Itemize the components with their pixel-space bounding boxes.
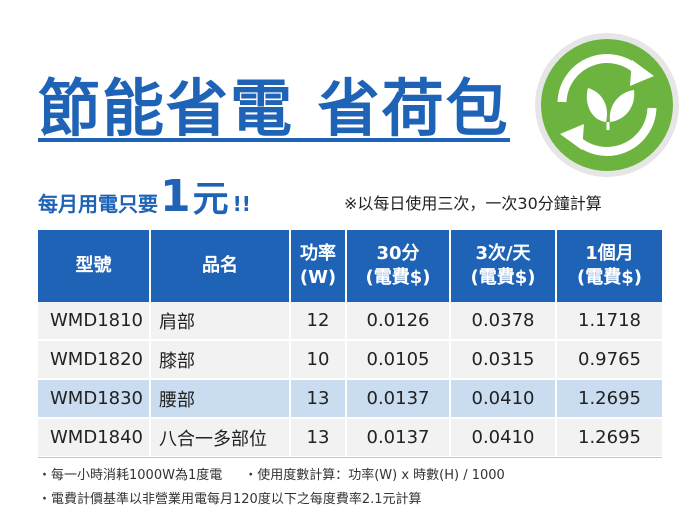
footnote-line-2: ・電費計價基準以非營業用電每月120度以下之每度費率2.1元計算 xyxy=(38,492,422,507)
header-3perday: 3次/天 (電費$) xyxy=(450,230,557,302)
page-title: 節能省電 省荷包 xyxy=(38,72,510,145)
table-row-highlighted: WMD1830 腰部 13 0.0137 0.0410 1.2695 xyxy=(38,379,662,419)
electricity-cost-table: 型號 品名 功率 (W) 30分 (電費$) 3次/天 (電費$) 1個月 (電費$) … xyxy=(38,230,662,458)
footnote-formula: ・使用度數計算：功率(W) x 時數(H) / 1000 xyxy=(244,468,505,483)
calc-note: ※以每日使用三次，一次30分鐘計算 xyxy=(344,194,602,213)
header-model: 型號 xyxy=(38,230,151,302)
header-30min: 30分 (電費$) xyxy=(346,230,451,302)
recycle-leaf-icon xyxy=(535,33,679,177)
header-month: 1個月 (電費$) xyxy=(556,230,662,302)
promo-line: 每月用電只要 1 元 !! xyxy=(38,170,251,222)
table-header-row: 型號 品名 功率 (W) 30分 (電費$) 3次/天 (電費$) 1個月 (電費$) xyxy=(38,230,662,302)
header-watt: 功率 (W) xyxy=(290,230,347,302)
footnote-kwh: ・每一小時消耗1000W為1度電 xyxy=(38,468,223,483)
promo-suffix: !! xyxy=(232,192,251,216)
footnote-line-1: ・每一小時消耗1000W為1度電 ・使用度數計算：功率(W) x 時數(H) / … xyxy=(38,464,505,483)
table-row: WMD1840 八合一多部位 13 0.0137 0.0410 1.2695 xyxy=(38,418,662,458)
header-part: 品名 xyxy=(150,230,291,302)
table-row: WMD1820 膝部 10 0.0105 0.0315 0.9765 xyxy=(38,340,662,380)
promo-unit: 元 xyxy=(192,179,229,220)
promo-prefix: 每月用電只要 xyxy=(38,192,158,216)
title-underline xyxy=(38,138,510,142)
table-row: WMD1810 肩部 12 0.0126 0.0378 1.1718 xyxy=(38,302,662,341)
table-bottom-rule xyxy=(38,457,662,458)
promo-amount: 1 xyxy=(160,171,191,222)
